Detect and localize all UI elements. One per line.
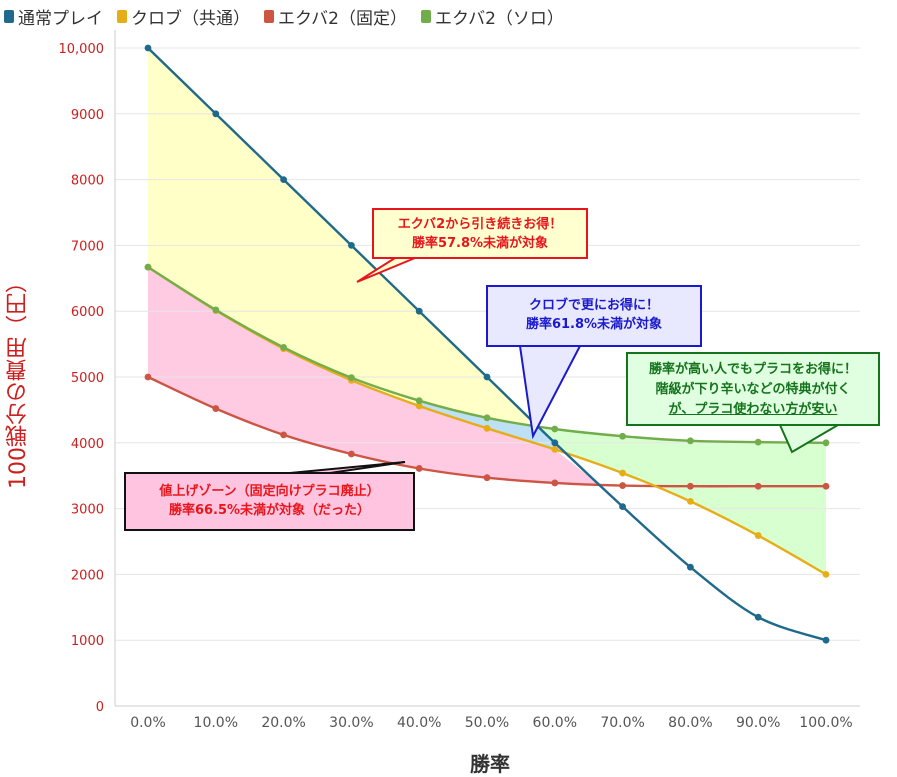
data-point: [551, 425, 559, 433]
legend: 通常プレイ クロブ（共通） エクバ2（固定） エクバ2（ソロ）: [4, 4, 564, 29]
data-point: [619, 432, 626, 440]
data-point: [619, 469, 626, 477]
data-point: [415, 465, 423, 472]
callout-line: 勝率57.8%未満が対象: [411, 236, 549, 251]
data-point: [144, 263, 152, 271]
callout-line: 勝率が高い人でもプラコをお得に！: [648, 362, 857, 377]
region-yellow: [148, 48, 565, 453]
callout-line: 階級が下り辛いなどの特典が付く: [655, 382, 851, 397]
callout-high-win: 勝率が高い人でもプラコをお得に！ 階級が下り辛いなどの特典が付く が、プラコ使わ…: [626, 352, 880, 426]
legend-item-normal[interactable]: 通常プレイ: [4, 4, 103, 29]
x-tick-label: 50.0%: [465, 715, 509, 731]
data-point: [822, 439, 830, 447]
y-tick-label: 1000: [71, 634, 104, 649]
y-tick-label: 4000: [71, 437, 104, 452]
callout-line: 勝率61.8%未満が対象: [525, 317, 663, 332]
x-tick-label: 20.0%: [261, 715, 305, 731]
y-tick-label: 6000: [71, 305, 104, 320]
data-point: [551, 445, 559, 453]
x-tick-label: 70.0%: [600, 715, 644, 731]
data-point: [619, 503, 626, 511]
axes: 0 1000 2000 3000 4000 5000 6000 7000 8000 9000 10,…: [59, 30, 860, 731]
series-lines: [144, 44, 830, 644]
region-green: [537, 426, 826, 575]
data-point: [348, 242, 355, 249]
callout-price-up: 値上げゾーン（固定向けプラコ廃止） 勝率66.5%未満が対象（だった）: [124, 472, 415, 531]
data-point: [348, 450, 355, 458]
region-blue: [419, 400, 565, 453]
data-point: [144, 373, 152, 381]
legend-swatch: [117, 10, 127, 23]
data-point: [415, 402, 423, 410]
data-point: [280, 343, 287, 351]
legend-label: エクバ2（ソロ）: [434, 9, 564, 29]
data-point: [822, 482, 830, 490]
x-tick-label: 0.0%: [130, 715, 166, 731]
data-point: [754, 613, 762, 621]
x-tick-label: 100.0%: [799, 715, 852, 731]
y-tick-label: 0: [96, 700, 104, 715]
data-point: [754, 532, 762, 539]
data-point: [212, 110, 220, 118]
data-point: [348, 374, 355, 382]
data-point: [822, 571, 830, 578]
x-tick-label: 40.0%: [397, 715, 441, 731]
legend-swatch: [420, 10, 431, 23]
data-point: [144, 44, 152, 52]
data-point: [687, 437, 694, 445]
data-point: [415, 307, 423, 315]
legend-label: クロブ（共通）: [131, 9, 250, 29]
x-tick-label: 80.0%: [668, 715, 712, 731]
callout-line: クロブで更にお得に！: [528, 298, 659, 313]
y-tick-label: 3000: [71, 503, 104, 518]
x-tick-label: 90.0%: [736, 715, 780, 731]
y-tick-label: 5000: [71, 371, 104, 386]
callout-pointers: [289, 257, 842, 474]
data-point: [551, 479, 559, 487]
data-point: [280, 431, 287, 439]
legend-label: 通常プレイ: [18, 9, 103, 29]
callout-line: が、プラコ使わない方が安い: [668, 402, 838, 417]
data-point: [483, 474, 491, 482]
data-point: [483, 373, 491, 381]
legend-item-ecb2-fixed[interactable]: エクバ2（固定）: [264, 4, 407, 29]
callout-line: エクバ2から引き続きお得！: [397, 217, 563, 232]
data-point: [483, 424, 491, 432]
data-point: [212, 405, 220, 412]
data-point: [687, 497, 694, 505]
data-point: [212, 306, 220, 314]
data-point: [754, 438, 762, 446]
data-point: [822, 636, 830, 644]
data-point: [551, 439, 559, 447]
y-tick-label: 7000: [71, 239, 104, 254]
y-tick-label: 2000: [71, 568, 104, 583]
legend-item-crob[interactable]: クロブ（共通）: [117, 4, 250, 29]
y-tick-label: 10,000: [59, 42, 105, 57]
x-tick-label: 60.0%: [533, 715, 577, 731]
x-tick-label: 30.0%: [329, 715, 373, 731]
data-point: [415, 397, 423, 405]
legend-swatch: [4, 10, 14, 23]
data-point: [754, 482, 762, 490]
callout-ecb2-continue: エクバ2から引き続きお得！ 勝率57.8%未満が対象: [372, 208, 588, 259]
x-axis-label: 勝率: [470, 752, 510, 776]
y-tick-label: 9000: [71, 108, 104, 123]
data-point: [619, 482, 626, 489]
legend-swatch: [264, 10, 274, 23]
x-tick-label: 10.0%: [194, 715, 238, 731]
data-point: [687, 482, 694, 490]
data-point: [280, 176, 287, 184]
callout-crob-better: クロブで更にお得に！ 勝率61.8%未満が対象: [486, 285, 702, 347]
y-tick-label: 8000: [71, 174, 104, 189]
legend-item-ecb2-solo[interactable]: エクバ2（ソロ）: [420, 4, 564, 29]
data-point: [687, 563, 694, 571]
callout-line: 値上げゾーン（固定向けプラコ廃止）: [159, 484, 380, 499]
callout-line: 勝率66.5%未満が対象（だった）: [168, 503, 371, 518]
y-axis-label: 100戦分の費用（円）: [6, 271, 31, 489]
legend-label: エクバ2（固定）: [278, 9, 407, 29]
data-point: [483, 414, 491, 422]
